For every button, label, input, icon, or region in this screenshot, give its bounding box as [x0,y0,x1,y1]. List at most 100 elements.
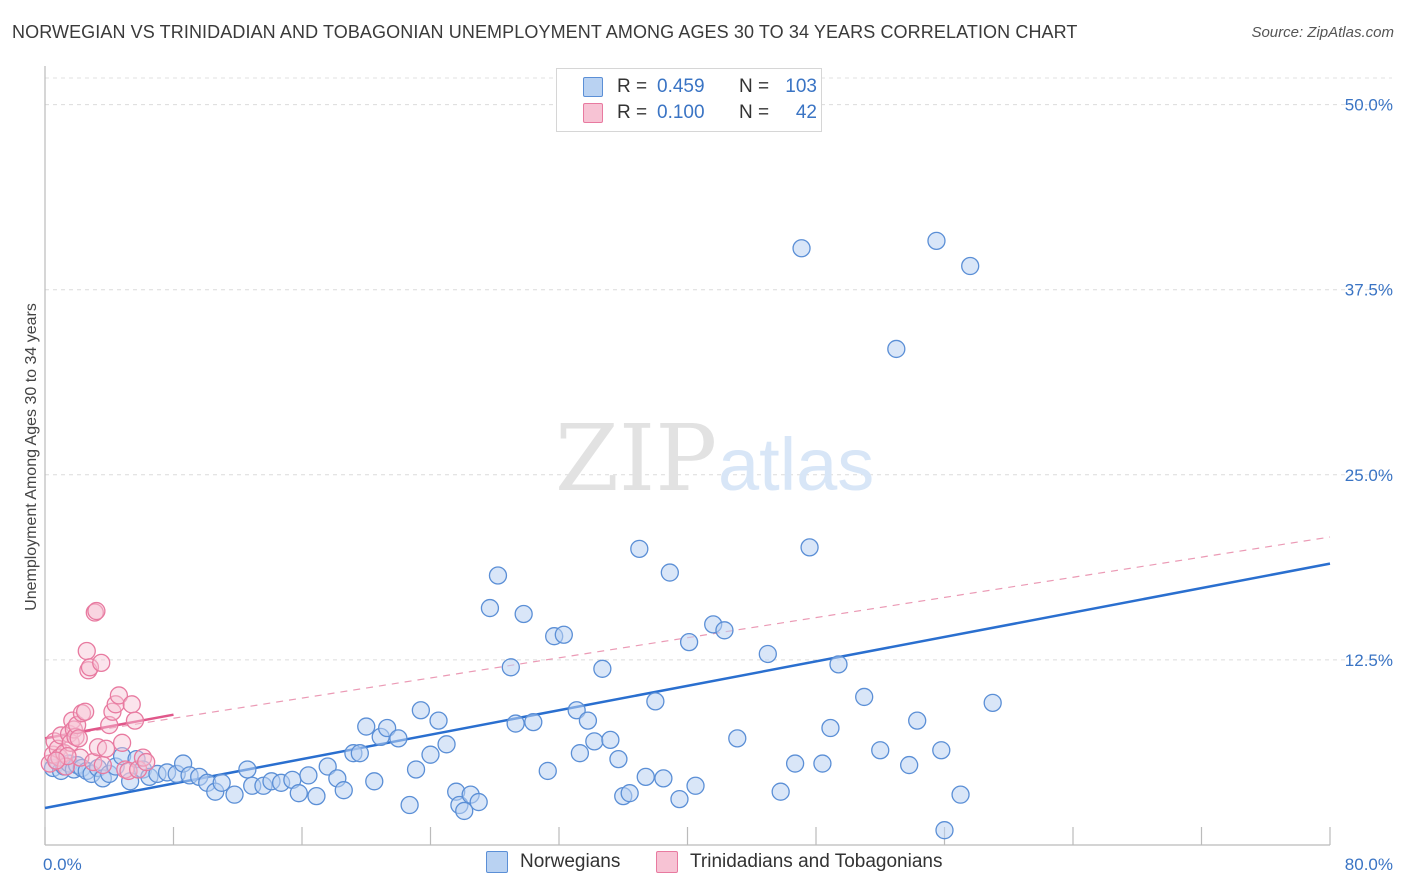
data-point-trinidad [76,702,95,721]
legend-r-label: R = [617,102,648,123]
correlation-legend: R = 0.459 N = 103 R = 0.100 N = 42 [556,68,822,132]
data-point-norwegians [578,711,598,730]
data-point-norwegians [630,539,649,558]
data-point-trinidad [109,686,129,705]
grid-lines [45,77,1392,661]
y-tick-label: 50.0% [1345,96,1393,115]
data-point-norwegians [908,711,927,730]
trend-line-norwegians [44,562,1331,810]
legend-label-trinidad: Trinidadians and Tobagonians [690,851,943,872]
data-point-norwegians [654,769,673,788]
watermark-atlas: atlas [718,423,874,506]
y-tick-label: 12.5% [1345,651,1393,670]
data-point-norwegians [927,231,946,250]
data-point-trinidad [112,733,132,752]
data-point-norwegians [488,566,508,585]
legend-label-norwegians: Norwegians [520,851,621,872]
legend-n-value: 103 [785,76,817,97]
data-point-norwegians [538,761,557,781]
data-point-norwegians [421,745,440,764]
data-point-norwegians [567,701,586,720]
data-point-norwegians [514,604,533,624]
data-point-norwegians [225,785,244,804]
legend-r-value: 0.459 [657,76,705,97]
data-point-norwegians [406,760,426,779]
y-axis-label: Unemployment Among Ages 30 to 34 years [23,303,40,611]
legend-n-label: N = [739,102,770,123]
data-point-norwegians [728,729,747,748]
data-point-norwegians [758,644,777,664]
data-point-norwegians [238,760,257,779]
data-point-norwegians [935,821,954,840]
data-point-trinidad [47,751,66,770]
legend-row-norwegians: R = 0.459 N = 103 [583,75,817,99]
data-point-norwegians [570,744,590,763]
legend-n-value: 42 [795,102,817,123]
data-point-norwegians [455,801,474,821]
data-point-norwegians [377,718,397,738]
legend-swatch-pink [583,103,603,123]
data-point-norwegians [871,741,890,760]
data-point-norwegians [554,625,573,644]
data-point-norwegians [400,795,419,815]
data-point-norwegians [307,786,326,806]
data-point-norwegians [792,239,811,258]
data-point-norwegians [318,757,337,776]
data-point-norwegians [593,659,612,678]
data-point-trinidad [58,747,77,766]
data-point-norwegians [821,718,840,738]
x-tick-label-end: 80.0% [1345,855,1393,874]
legend-swatch-trinidad [656,851,678,873]
data-point-norwegians [679,632,699,652]
data-point-norwegians [932,741,951,760]
data-point-norwegians [951,785,970,804]
data-point-norwegians [506,714,525,733]
data-point-norwegians [686,776,705,795]
data-point-norwegians [620,784,639,803]
source-label: Source: ZipAtlas.com [1251,24,1394,41]
data-point-norwegians [670,789,689,809]
data-point-norwegians [715,621,734,640]
data-point-trinidad [67,715,87,735]
data-point-norwegians [983,693,1002,712]
data-point-norwegians [601,730,620,750]
y-tick-label: 25.0% [1345,466,1393,485]
data-point-trinidad [93,755,112,775]
data-point-norwegians [411,701,431,720]
watermark-zip: ZIP [555,405,717,512]
data-point-norwegians [334,781,353,800]
data-point-norwegians [437,735,456,754]
data-point-norwegians [480,598,500,618]
data-point-trinidad [77,641,96,661]
data-point-norwegians [829,655,848,674]
data-point-norwegians [855,687,874,707]
data-point-norwegians [524,712,543,732]
data-point-norwegians [785,754,805,773]
data-point-trinidad [92,653,111,673]
data-point-norwegians [212,773,231,792]
data-point-norwegians [646,692,665,711]
data-point-norwegians [469,792,488,812]
data-point-norwegians [350,744,369,763]
data-points [40,231,1002,840]
legend-n-label: N = [739,76,770,97]
legend-swatch-norwegians [486,851,508,873]
data-point-trinidad [125,711,145,730]
data-point-norwegians [585,732,604,751]
data-point-norwegians [813,754,832,773]
data-point-norwegians [357,717,376,736]
chart-title: NORWEGIAN VS TRINIDADIAN AND TOBAGONIAN … [12,22,1078,42]
data-point-trinidad [96,739,116,758]
axes [44,66,1331,846]
legend-swatch-blue [583,77,603,97]
legend-item-trinidad: Trinidadians and Tobagonians [656,851,942,873]
data-point-norwegians [961,256,980,276]
data-point-norwegians [660,563,679,582]
legend-row-trinidad: R = 0.100 N = 42 [583,101,817,125]
data-point-norwegians [429,711,448,730]
data-point-norwegians [389,729,408,748]
tick-labels: 12.5% 25.0% 37.5% 50.0% 0.0% 80.0% [43,96,1393,874]
legend-r-label: R = [617,76,648,97]
watermark: ZIP atlas [555,405,874,512]
